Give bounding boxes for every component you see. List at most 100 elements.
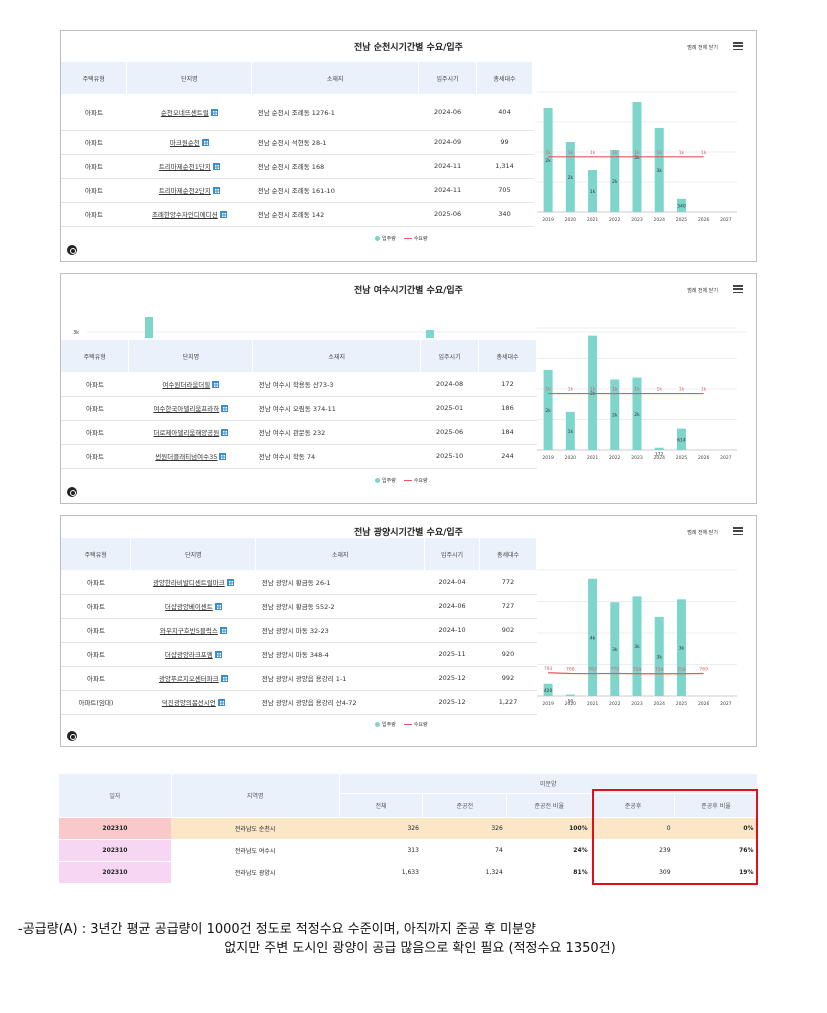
demand-data-label: 793 <box>544 666 553 672</box>
menu-icon[interactable] <box>733 527 743 536</box>
supply-legend-label[interactable]: 입주량 <box>382 236 396 242</box>
complex-name-link[interactable]: 더샵광양라크포엠 <box>130 642 256 667</box>
building-icon[interactable] <box>221 429 229 436</box>
building-icon[interactable] <box>219 453 227 460</box>
table-row[interactable]: 아파트 순천오네뜨센트럴 전남 순천시 조례동 1276-1 2024-06 404 <box>61 94 533 131</box>
complex-name-link-text[interactable]: 썬원더클래티넘여수35 <box>155 453 218 461</box>
table-row[interactable]: 아파트 마크원순천 전남 순천시 석현동 28-1 2024-09 99 <box>61 130 533 155</box>
x-tick-label: 2020 <box>565 217 577 223</box>
complex-name-link-text[interactable]: 더샵광양베이센트 <box>164 603 213 611</box>
menu-icon[interactable] <box>733 285 743 294</box>
x-tick-label: 2025 <box>676 701 688 707</box>
complex-name-link-text[interactable]: 조례한양수자인디에디션 <box>151 211 218 219</box>
building-icon[interactable] <box>212 163 220 170</box>
x-tick-label: 2020 <box>565 455 577 461</box>
complex-name-link-text[interactable]: 여수한국아델리움프라하 <box>153 405 220 413</box>
complex-name-link-text[interactable]: 덕진광양의봄선시언 <box>161 699 216 707</box>
building-icon[interactable] <box>214 603 222 610</box>
complex-name-link-text[interactable]: 트리마제순천1단지 <box>158 163 211 171</box>
table-row[interactable]: 아파트 더샵광양라크포엠 전남 광양시 마동 348-4 2025-11 920 <box>61 642 537 667</box>
table-row[interactable]: 아파트 광양한라비발디센트럴마크 전남 광양시 황금동 26-1 2024-04 772 <box>61 570 537 595</box>
bar-data-label: 1k <box>568 429 574 435</box>
building-icon[interactable] <box>212 187 220 194</box>
complex-name-link-text[interactable]: 순천오네뜨센트럴 <box>160 108 209 117</box>
complex-name-link[interactable]: 와우지구호반5블럭스 <box>130 618 256 643</box>
demand-legend-label[interactable]: 수요량 <box>413 478 428 484</box>
demand-data-label: 1k <box>568 387 574 393</box>
demand-data-label: 1k <box>545 150 551 156</box>
table-row[interactable]: 아파트 더로제아델리움해양공원 전남 여수시 관문동 232 2025-06 184 <box>61 420 537 445</box>
complex-name-link-text[interactable]: 광양한라비발디센트럴마크 <box>152 578 225 587</box>
building-icon[interactable] <box>219 627 227 634</box>
highlight-box <box>592 789 758 885</box>
demand-legend-label[interactable]: 수요량 <box>413 236 428 242</box>
bar <box>588 335 598 450</box>
legend-toggle-button[interactable]: 범례 전체 닫기 <box>687 288 718 294</box>
table-row[interactable]: 아파트 썬원더클래티넘여수35 전남 여수시 학동 74 2025-10 244 <box>61 444 537 469</box>
cell-address-text: 전남 광양시 마동 32-23 <box>261 627 329 635</box>
building-icon[interactable] <box>217 699 225 706</box>
complex-name-link[interactable]: 광양한라비발디센트럴마크 <box>130 570 256 595</box>
table-row[interactable]: 아파트 트리마제순천1단지 전남 순천시 조례동 168 2024-11 1,314 <box>61 154 533 179</box>
complex-name-link[interactable]: 여수원더라움더힐 <box>128 372 253 397</box>
cell-type-text: 아파트 <box>85 405 104 413</box>
x-tick-label: 2026 <box>698 455 710 461</box>
complex-name-link-text[interactable]: 와우지구호반5블럭스 <box>159 627 218 635</box>
complex-name-link[interactable]: 조례한양수자인디에디션 <box>126 202 252 227</box>
table-row[interactable]: 아파트 여수한국아델리움프라하 전남 여수시 오림동 374-11 2025-01 18… <box>61 396 537 421</box>
bar-data-label: 2k <box>612 413 618 419</box>
bar <box>676 428 686 450</box>
complex-name-link-text[interactable]: 마크원순천 <box>169 139 200 147</box>
complex-name-link[interactable]: 더로제아델리움해양공원 <box>128 420 253 445</box>
complex-name-link[interactable]: 순천오네뜨센트럴 <box>126 94 252 131</box>
table-row[interactable]: 아파트 여수원더라움더힐 전남 여수시 학용동 산73-3 2024-08 172 <box>61 372 537 397</box>
table-row[interactable]: 아파트 더샵광양베이센트 전남 광양시 황금동 552-2 2024-06 727 <box>61 594 537 619</box>
complex-name-link[interactable]: 트리마제순천2단지 <box>126 178 252 203</box>
cell-address: 전남 순천시 조례동 142 <box>251 202 419 227</box>
cell-type-text: 아파트(임대) <box>78 699 114 707</box>
demand-legend-label[interactable]: 수요량 <box>413 722 428 728</box>
supply-legend-label[interactable]: 입주량 <box>382 478 396 484</box>
cell-address: 전남 순천시 석현동 28-1 <box>251 130 419 155</box>
menu-icon[interactable] <box>733 42 743 51</box>
cell-units: 772 <box>479 570 537 595</box>
cell-total: 326 <box>339 817 423 840</box>
table-row[interactable]: 아파트(임대) 덕진광양의봄선시언 전남 광양시 광양읍 용강리 산4-72 2025… <box>61 690 537 715</box>
complex-name-link[interactable]: 여수한국아델리움프라하 <box>128 396 253 421</box>
col-total: 전체 <box>338 793 424 818</box>
building-icon[interactable] <box>220 675 228 682</box>
legend-toggle-button[interactable]: 범례 전체 닫기 <box>687 530 718 536</box>
supply-legend-label[interactable]: 입주량 <box>382 722 396 728</box>
building-icon[interactable] <box>226 578 234 586</box>
building-icon[interactable] <box>219 211 227 218</box>
complex-name-link[interactable]: 썬원더클래티넘여수35 <box>128 444 253 469</box>
table-row[interactable]: 아파트 광양푸르지오센터파크 전남 광양시 광양읍 용강리 1-1 2025-12 99… <box>61 666 537 691</box>
complex-name-link[interactable]: 트리마제순천1단지 <box>126 154 252 179</box>
building-icon[interactable] <box>210 108 218 116</box>
complex-name-link-text[interactable]: 트리마제순천2단지 <box>158 187 211 195</box>
complex-name-link-text[interactable]: 여수원더라움더힐 <box>162 380 211 389</box>
cell-type-text: 아파트 <box>84 187 103 195</box>
table-row[interactable]: 아파트 와우지구호반5블럭스 전남 광양시 마동 32-23 2024-10 902 <box>61 618 537 643</box>
complex-name-link[interactable]: 광양푸르지오센터파크 <box>130 666 256 691</box>
cell-address-text: 전남 여수시 학용동 산73-3 <box>258 380 334 389</box>
building-icon[interactable] <box>212 380 220 388</box>
table-row[interactable]: 아파트 조례한양수자인디에디션 전남 순천시 조례동 142 2025-06 340 <box>61 202 533 227</box>
bar <box>632 377 642 450</box>
complex-name-link[interactable]: 덕진광양의봄선시언 <box>130 690 256 715</box>
table-row[interactable]: 아파트 트리마제순천2단지 전남 순천시 조례동 161-10 2024-11 705 <box>61 178 533 203</box>
complex-name-link[interactable]: 더샵광양베이센트 <box>130 594 256 619</box>
building-icon[interactable] <box>201 139 209 146</box>
x-tick-label: 2023 <box>631 455 643 461</box>
cell-date: 202310 <box>58 839 172 862</box>
legend-toggle-button[interactable]: 범례 전체 닫기 <box>687 45 718 51</box>
col-date: 입주시기 <box>424 538 481 570</box>
complex-name-link[interactable]: 마크원순천 <box>126 130 252 155</box>
demand-data-label: 770 <box>610 666 619 672</box>
complex-name-link-text[interactable]: 더로제아델리움해양공원 <box>153 429 220 437</box>
building-icon[interactable] <box>221 405 229 412</box>
demand-data-label: 1k <box>545 387 551 393</box>
complex-name-link-text[interactable]: 광양푸르지오센터파크 <box>158 675 219 683</box>
building-icon[interactable] <box>214 651 222 658</box>
complex-name-link-text[interactable]: 더샵광양라크포엠 <box>164 651 213 659</box>
